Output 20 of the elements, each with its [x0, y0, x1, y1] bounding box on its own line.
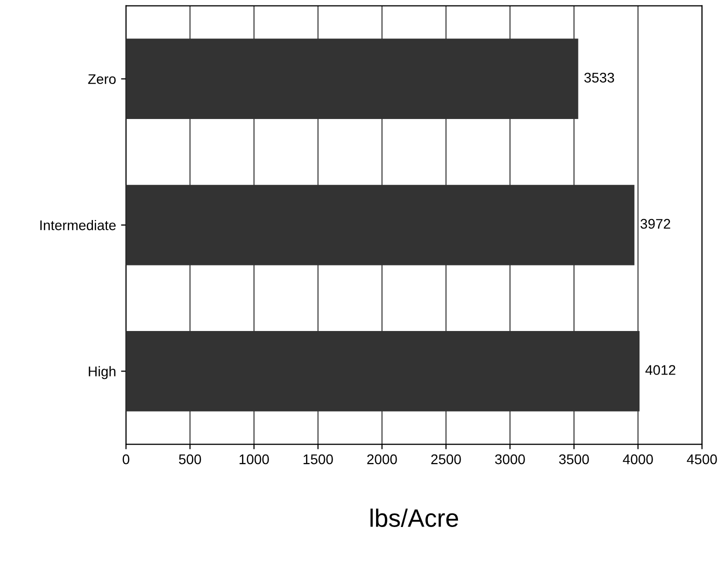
x-tick-label: 2500: [431, 454, 461, 464]
x-tick-label: 1000: [240, 454, 269, 464]
data-label: 3972: [640, 218, 670, 229]
data-label: 3533: [584, 72, 614, 83]
x-tick-label: 0: [122, 454, 130, 464]
x-tick-label: 1500: [304, 454, 333, 464]
x-tick-label: 4000: [622, 454, 653, 464]
x-axis-title: lbs/Acre: [370, 508, 458, 527]
x-tick-label: 3500: [559, 454, 589, 464]
x-tick-label: 3000: [495, 454, 525, 464]
x-tick-label: 2000: [367, 454, 397, 464]
x-tick-label: 500: [178, 454, 202, 464]
x-tick-label: 4500: [686, 454, 717, 464]
bar: [126, 331, 640, 412]
y-tick-label: High: [88, 366, 116, 380]
y-tick-label: Intermediate: [40, 220, 116, 230]
y-tick-label: Zero: [88, 74, 116, 84]
bar: [126, 184, 634, 266]
data-label: 4012: [645, 365, 676, 375]
bar: [126, 38, 578, 120]
